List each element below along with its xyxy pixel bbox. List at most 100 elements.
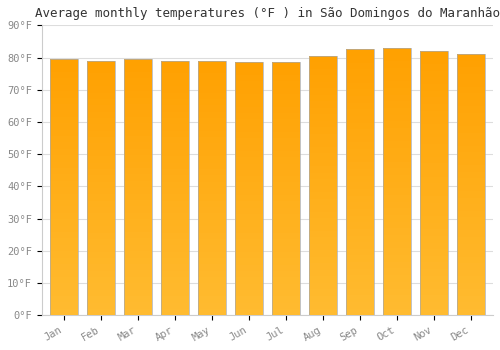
Bar [420,170,448,176]
Bar [309,101,336,108]
Bar [124,104,152,110]
Bar [420,223,448,229]
Bar [383,135,410,141]
Bar [50,271,78,277]
Bar [87,67,115,74]
Bar [309,302,336,309]
Bar [161,302,188,309]
Bar [50,162,78,168]
Bar [420,58,448,64]
Bar [161,296,188,302]
Bar [309,251,336,257]
Bar [50,277,78,283]
Bar [457,257,484,263]
Bar [198,290,226,296]
Bar [235,258,262,265]
Bar [309,238,336,244]
Bar [124,168,152,174]
Bar [420,269,448,276]
Bar [457,120,484,126]
Bar [346,149,374,156]
Bar [420,51,448,315]
Bar [161,162,188,169]
Bar [87,284,115,290]
Bar [383,168,410,175]
Bar [198,162,226,169]
Bar [198,124,226,131]
Bar [457,67,484,74]
Bar [161,182,188,188]
Bar [309,296,336,302]
Bar [161,118,188,124]
Bar [420,190,448,196]
Bar [272,163,299,170]
Bar [87,258,115,264]
Bar [87,201,115,207]
Bar [161,86,188,92]
Bar [457,54,484,315]
Bar [198,92,226,99]
Bar [272,75,299,81]
Bar [235,132,262,138]
Bar [420,163,448,170]
Bar [272,182,299,189]
Bar [309,56,336,315]
Bar [272,202,299,208]
Bar [309,257,336,264]
Bar [198,277,226,284]
Bar [457,296,484,302]
Bar [272,170,299,176]
Bar [272,62,299,315]
Bar [383,148,410,155]
Bar [272,309,299,315]
Bar [383,268,410,275]
Bar [346,269,374,275]
Bar [50,117,78,123]
Bar [124,187,152,194]
Bar [124,98,152,104]
Bar [235,69,262,75]
Bar [346,89,374,96]
Bar [235,81,262,88]
Bar [272,94,299,100]
Bar [161,258,188,264]
Bar [346,69,374,76]
Bar [309,147,336,153]
Bar [87,245,115,252]
Bar [420,183,448,190]
Bar [198,99,226,105]
Bar [383,68,410,75]
Bar [383,128,410,135]
Bar [235,88,262,94]
Bar [87,124,115,131]
Bar [161,239,188,245]
Bar [50,232,78,238]
Bar [309,264,336,270]
Bar [50,283,78,290]
Bar [87,296,115,302]
Bar [346,96,374,103]
Bar [346,196,374,202]
Bar [124,117,152,123]
Bar [198,188,226,194]
Bar [124,219,152,226]
Bar [161,67,188,74]
Bar [272,195,299,202]
Bar [420,91,448,97]
Bar [198,144,226,150]
Bar [420,295,448,302]
Bar [235,246,262,252]
Bar [309,114,336,121]
Bar [346,49,374,315]
Bar [383,161,410,168]
Bar [87,252,115,258]
Bar [50,59,78,315]
Bar [383,255,410,262]
Bar [198,118,226,124]
Bar [50,213,78,219]
Bar [87,214,115,220]
Bar [420,243,448,249]
Bar [309,121,336,127]
Bar [124,290,152,296]
Bar [87,61,115,315]
